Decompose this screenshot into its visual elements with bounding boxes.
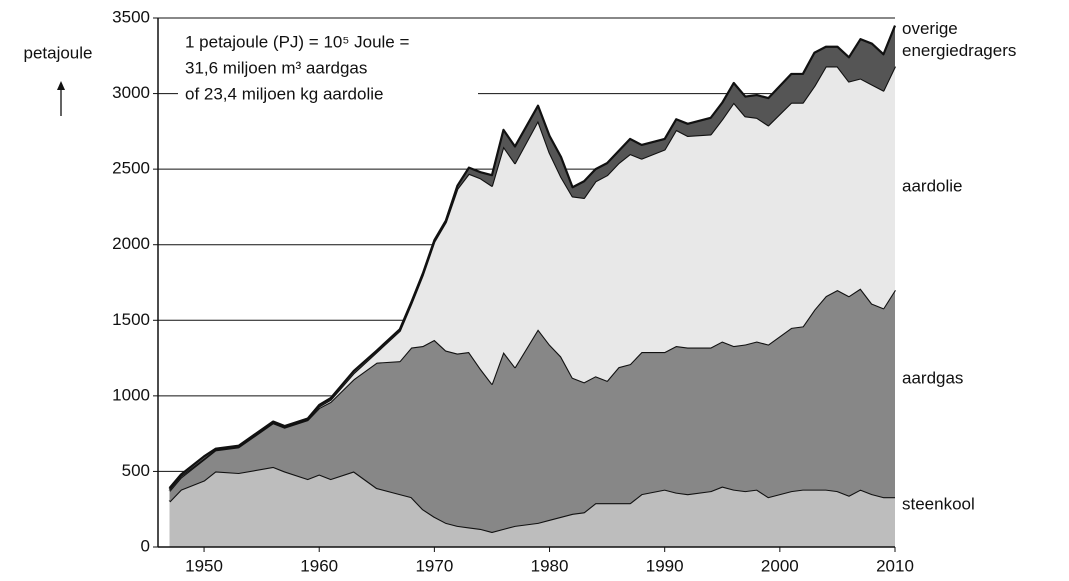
annotation: of 23,4 miljoen kg aardolie: [185, 84, 383, 103]
y-tick-label: 2500: [112, 159, 150, 178]
y-tick-label: 3500: [112, 7, 150, 26]
y-tick-label: 2000: [112, 234, 150, 253]
area: [169, 66, 895, 492]
area-edge: [168, 25, 897, 489]
series-label: aardgas: [902, 368, 963, 387]
area: [169, 25, 895, 490]
annotation: 31,6 miljoen m³ aardgas: [185, 58, 367, 77]
annotation: 1 petajoule (PJ) = 10⁵ Joule =: [185, 32, 409, 51]
x-tick-label: 1960: [300, 556, 338, 575]
annotation-box: [178, 24, 478, 108]
x-tick-label: 2010: [876, 556, 914, 575]
y-tick-label: 3000: [112, 83, 150, 102]
x-tick-label: 2000: [761, 556, 799, 575]
series-label: steenkool: [902, 494, 975, 513]
x-tick-label: 1970: [415, 556, 453, 575]
y-tick-label: 1500: [112, 310, 150, 329]
y-axis-label: petajoule: [23, 43, 92, 62]
area: [169, 466, 895, 547]
y-tick-label: 0: [141, 536, 150, 555]
y-tick-label: 1000: [112, 385, 150, 404]
series-label: overige energiedragers: [902, 19, 1016, 60]
area: [169, 288, 895, 532]
y-tick-label: 500: [122, 461, 150, 480]
series-label: aardolie: [902, 176, 963, 195]
x-tick-label: 1990: [646, 556, 684, 575]
y-axis-arrowhead: [57, 81, 65, 90]
x-tick-label: 1950: [185, 556, 223, 575]
x-tick-label: 1980: [531, 556, 569, 575]
